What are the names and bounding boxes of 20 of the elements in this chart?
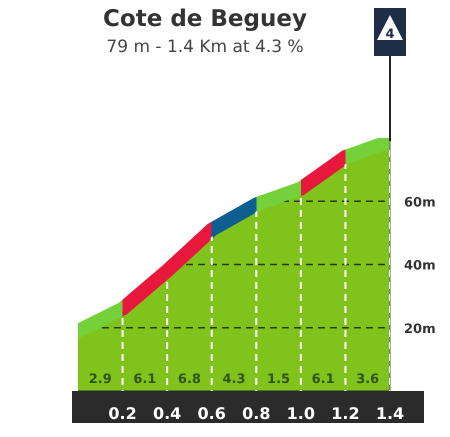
annotation: 2.9 [88,372,112,387]
x-tick-label: 0.2 [108,404,137,423]
chart-title: Cote de Beguey [102,6,308,32]
annotation: 6.1 [312,372,335,387]
annotation: 4 [385,27,395,42]
y-tick-label: 60m [404,195,436,210]
annotation: 3.6 [356,372,380,387]
x-tick-label: 1.2 [331,404,360,423]
annotation: 1.5 [267,372,290,387]
annotation: 6.1 [133,372,156,387]
x-tick-label: 0.4 [152,404,182,423]
y-tick-label: 20m [404,322,436,337]
y-tick-label: 40m [404,258,436,274]
x-tick-label: 0.6 [198,404,226,423]
x-tick-label: 1.4 [376,404,404,423]
annotation: 6.8 [178,372,201,387]
chart-subtitle: 79 m - 1.4 Km at 4.3 % [105,37,305,57]
annotation: 4.3 [222,372,246,387]
x-tick-label: 1.0 [286,404,316,423]
x-tick-label: 0.8 [242,404,270,423]
